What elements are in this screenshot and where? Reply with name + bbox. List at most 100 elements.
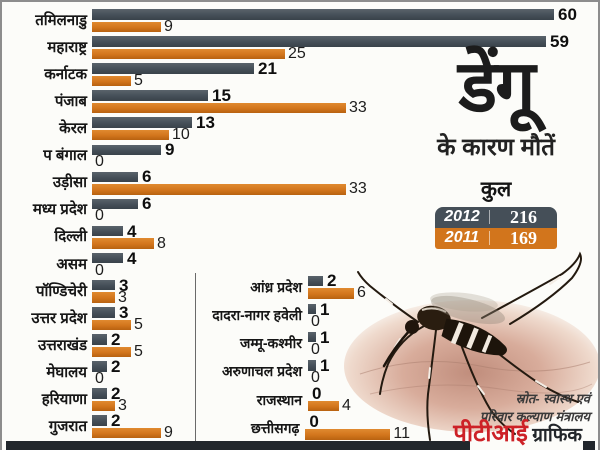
bar-pair: 21 5	[92, 58, 594, 88]
bar-line: 15	[92, 87, 594, 104]
bar-2012	[92, 36, 546, 47]
category-label: मेघालय	[46, 363, 87, 381]
value-label: 2	[111, 411, 121, 431]
bar-2012	[92, 198, 138, 210]
bar-2011	[92, 319, 131, 331]
category-label: हरियाणा	[41, 390, 87, 408]
value-label: 3	[118, 288, 127, 306]
bar-line: 1	[308, 301, 410, 318]
corner-tab	[583, 441, 595, 450]
bar-group: गुजरात 2 9	[8, 411, 594, 441]
category-label: उत्तराखंड	[38, 336, 87, 354]
bar-2011	[92, 184, 346, 195]
category-label: राजस्थान	[256, 391, 302, 408]
bar-line: 6	[92, 167, 594, 187]
bar-line: 60	[92, 6, 594, 23]
value-label: 0	[311, 312, 320, 330]
bar-2012	[308, 331, 316, 343]
totals-year: 2012	[444, 208, 480, 226]
totals-table: 2012 216 2011 169	[435, 206, 557, 249]
bar-group: केरल 13 10	[8, 113, 594, 143]
source-note: स्रोत- स्वास्थ एवं परिवार कल्याण मंत्राल…	[480, 390, 590, 425]
value-label: 1	[320, 355, 330, 375]
category-label: तमिलनाडु	[35, 11, 87, 29]
value-label: 0	[311, 340, 320, 358]
bar-group: महाराष्ट्र 59 25	[8, 33, 594, 62]
category-label: पंजाब	[54, 92, 87, 110]
bar-group: हरियाणा 2 3	[8, 385, 594, 414]
bar-group: दिल्ली 4 8	[8, 221, 594, 252]
bar-2012	[308, 275, 323, 287]
value-label: 2	[111, 329, 121, 349]
bar-2012	[92, 225, 123, 237]
bar-line: 9	[92, 425, 594, 441]
bar-line: 9	[92, 18, 594, 34]
category-label: गुजरात	[48, 418, 87, 436]
bar-2011	[92, 427, 161, 439]
bar-2012	[92, 415, 107, 426]
bar-line: 21	[92, 58, 594, 78]
category-label: जम्मू-कश्मीर	[239, 335, 302, 352]
value-label: 3	[119, 275, 129, 295]
bar-2012	[92, 63, 254, 74]
bar-line: 3	[92, 288, 594, 306]
bar-2011	[92, 129, 169, 141]
page-title: डेंगू	[458, 47, 535, 127]
bar-group: दादरा-नागर हवेली 1 0	[198, 301, 410, 330]
value-label: 8	[157, 234, 166, 252]
value-label: 6	[142, 167, 152, 187]
bar-group: उड़ीसा 6 33	[8, 167, 594, 197]
bar-group: कर्नाटक 21 5	[8, 58, 594, 89]
bar-pair: 59 25	[92, 33, 594, 61]
bar-2012	[92, 90, 208, 101]
bar-group: राजस्थान 0 4	[198, 384, 410, 415]
value-label: 4	[127, 221, 137, 241]
value-label: 1	[320, 327, 330, 347]
totals-year: 2011	[444, 229, 480, 247]
bar-2012	[92, 307, 115, 318]
bar-pair: 15 33	[92, 87, 594, 116]
bar-2012	[92, 334, 107, 345]
bar-group: उत्तर प्रदेश 3 5	[8, 302, 594, 333]
value-label: 3	[119, 302, 129, 322]
credit-brand: पीटीआई	[453, 420, 528, 447]
bar-2011	[308, 288, 354, 299]
credit-line: पीटीआई ग्राफिक	[453, 416, 582, 449]
bar-2012	[92, 117, 192, 128]
value-label: 0	[95, 261, 104, 279]
page-subtitle: के कारण मौतें	[437, 133, 555, 161]
category-label: प बंगाल	[43, 147, 87, 165]
bar-line: 0	[308, 340, 410, 358]
category-label: दिल्ली	[54, 228, 87, 246]
bar-2012	[308, 303, 316, 315]
category-label: अरुणाचल प्रदेश	[221, 363, 302, 380]
value-label: 4	[342, 397, 351, 415]
value-label: 2	[327, 271, 337, 291]
bar-group: पंजाब 15 33	[8, 87, 594, 116]
bar-line: 5	[92, 343, 594, 359]
bar-line: 59	[92, 33, 594, 50]
value-label: 13	[196, 113, 215, 133]
value-label: 0	[309, 412, 319, 432]
bar-line: 0	[92, 371, 594, 387]
totals-value: 169	[510, 227, 537, 248]
category-label: पॉण्डिचेरी	[36, 282, 87, 300]
bar-group: असम 4 0	[8, 250, 594, 279]
category-label: उड़ीसा	[52, 174, 87, 192]
totals-separator	[489, 210, 490, 225]
value-label: 0	[312, 384, 322, 404]
bar-line: 9	[92, 141, 594, 158]
bar-line: 0	[308, 384, 410, 404]
category-label: मध्य प्रदेश	[32, 201, 87, 219]
bar-line: 6	[92, 195, 594, 212]
value-label: 21	[258, 58, 277, 78]
